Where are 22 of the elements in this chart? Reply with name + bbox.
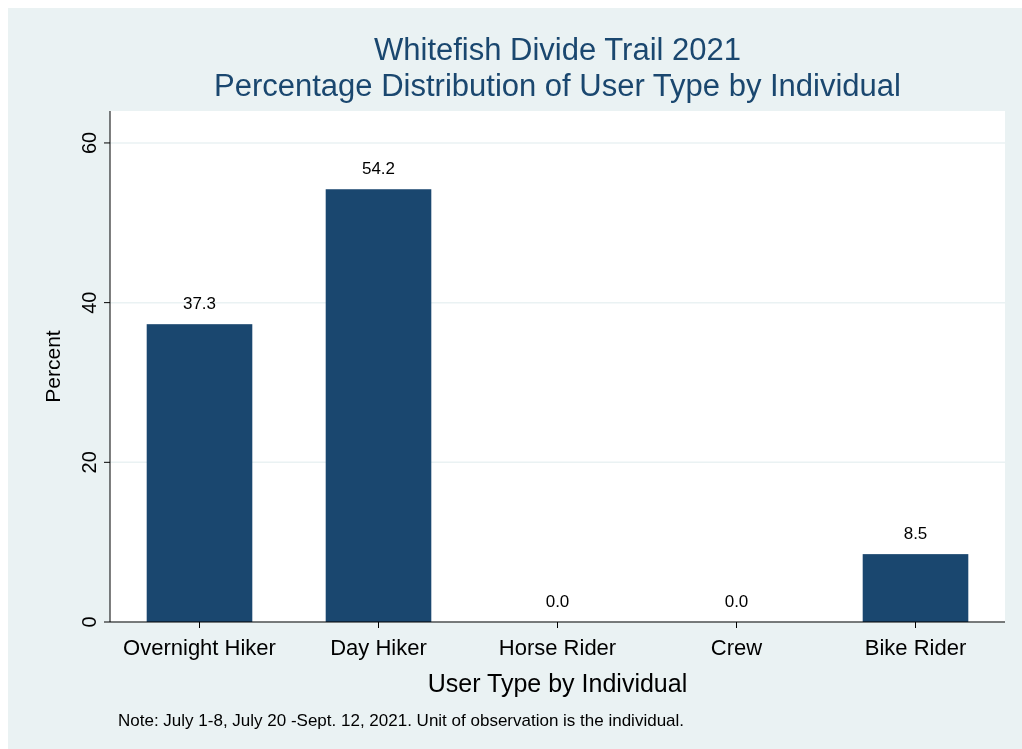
x-tick-label: Day Hiker	[330, 635, 427, 660]
y-axis-title: Percent	[41, 330, 64, 403]
y-tick-label: 40	[78, 291, 100, 314]
bar	[146, 324, 253, 622]
chart-title: Whitefish Divide Trail 2021	[374, 32, 741, 67]
data-label: 54.2	[361, 159, 396, 179]
chart-subtitle: Percentage Distribution of User Type by Individual	[214, 68, 901, 103]
y-tick-label: 0	[78, 616, 100, 628]
data-label: 0.0	[724, 592, 749, 611]
data-label: 37.3	[182, 294, 217, 314]
data-label: 8.5	[903, 524, 928, 544]
x-tick-label: Bike Rider	[864, 635, 967, 660]
bar	[325, 189, 432, 622]
data-label: 0.0	[545, 592, 570, 611]
text: Note: July 1-8, July 20 -Sept. 12, 2021. Unit of observation is the individual.	[118, 711, 685, 730]
x-axis-title: User Type by Individual	[427, 669, 688, 697]
bar	[862, 554, 969, 622]
x-tick-label: Crew	[710, 635, 763, 660]
x-tick-label: Horse Rider	[498, 635, 617, 660]
y-tick-label: 20	[78, 451, 100, 474]
x-tick-label: Overnight Hiker	[123, 635, 276, 660]
y-tick-label: 60	[78, 131, 100, 155]
